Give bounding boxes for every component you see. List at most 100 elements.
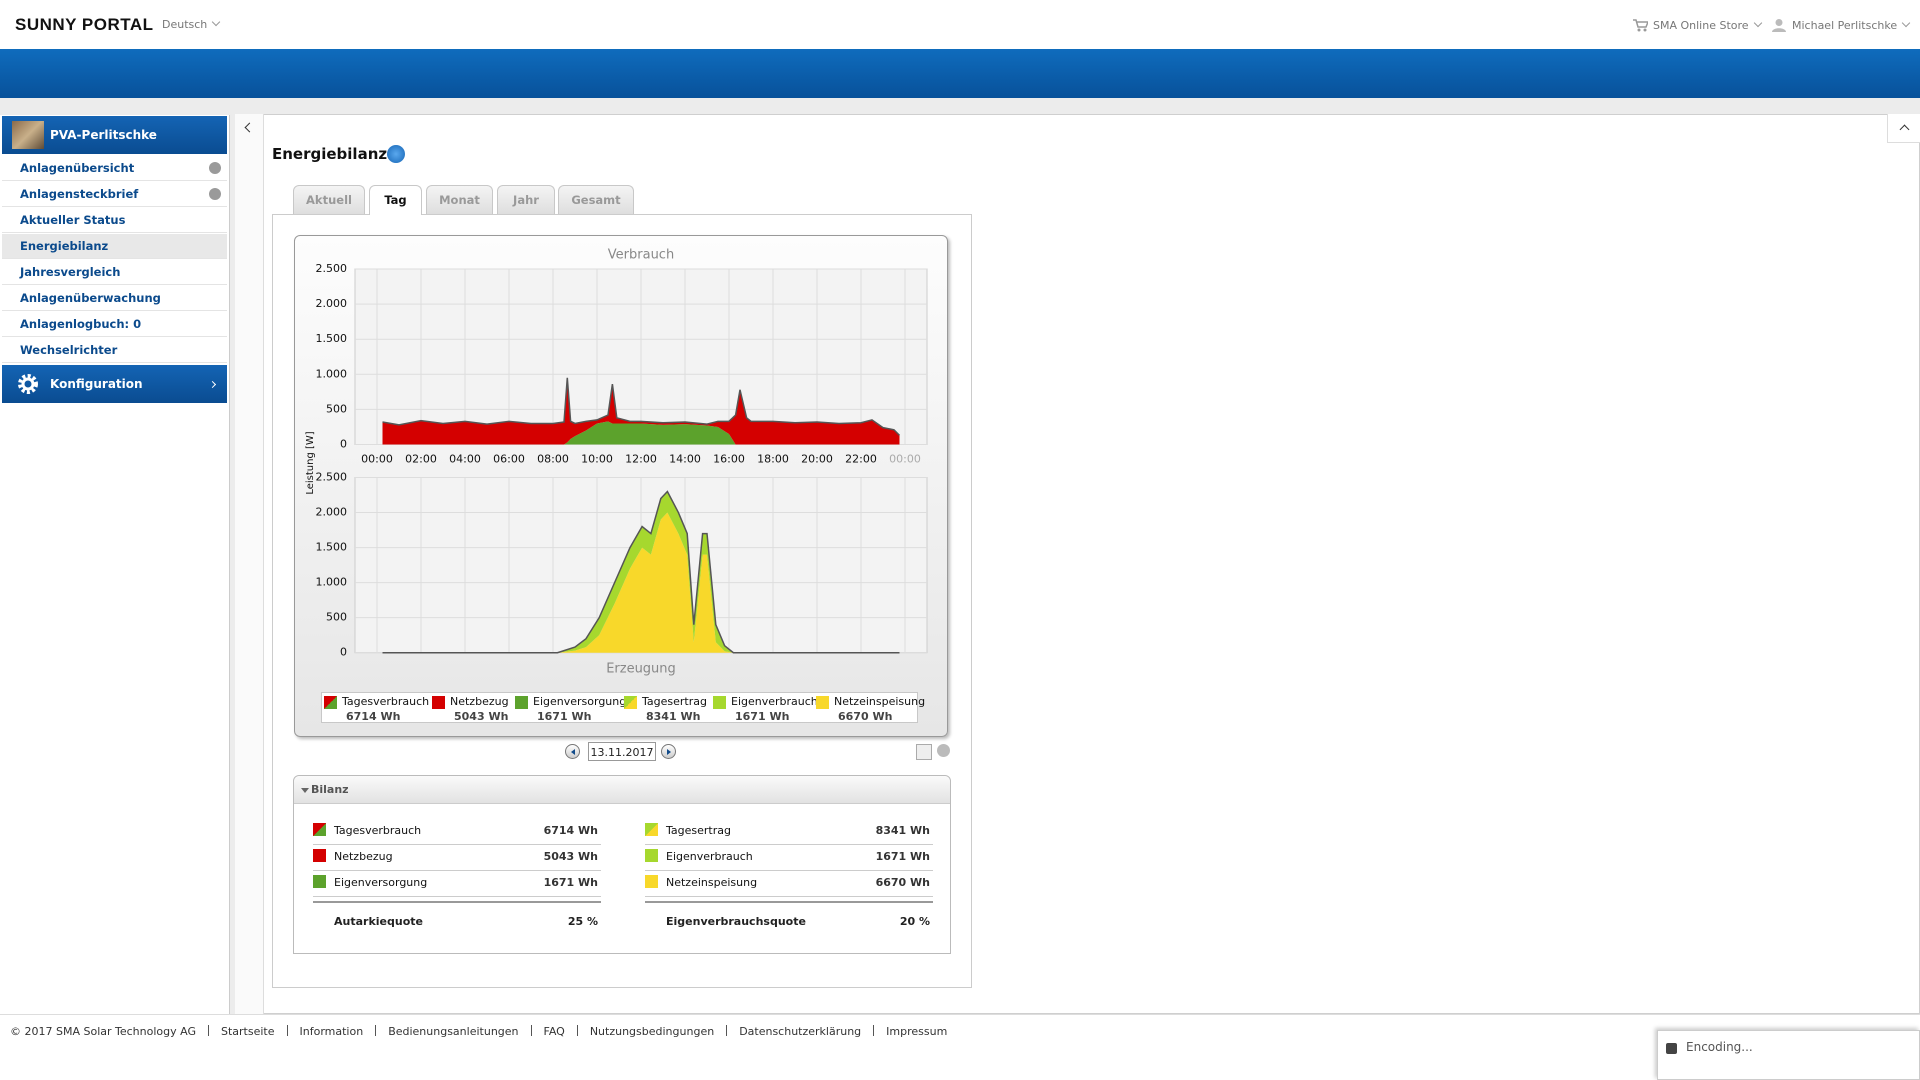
bilanz-label: Eigenversorgung	[334, 876, 428, 889]
bilanz-value: 25 %	[567, 915, 598, 928]
bilanz-value: 8341 Wh	[875, 824, 930, 837]
settings-icon[interactable]	[937, 744, 950, 757]
footer-link[interactable]: Information	[299, 1025, 364, 1038]
tab[interactable]: Aktuell	[293, 185, 365, 214]
legend-swatch	[324, 696, 337, 709]
bilanz-quote-row: Autarkiequote 25 %	[313, 901, 601, 929]
legend-total: 8341 Wh	[646, 710, 701, 723]
date-input[interactable]: 13.11.2017	[588, 742, 656, 761]
store-link[interactable]: SMA Online Store	[1632, 18, 1762, 32]
status-text: Encoding...	[1686, 1040, 1753, 1054]
legend-label: Eigenverbrauch	[731, 695, 818, 708]
status-icon	[1666, 1043, 1677, 1054]
scroll-top-button[interactable]	[1887, 114, 1920, 143]
language: Deutsch	[162, 18, 208, 31]
user-icon	[1772, 19, 1786, 32]
arrow	[667, 749, 671, 755]
separator	[530, 1025, 532, 1036]
legend-swatch	[645, 875, 658, 888]
logo[interactable]: SUNNY PORTAL	[15, 15, 154, 34]
menu-item[interactable]: Energiebilanz	[2, 234, 227, 259]
config-label: Konfiguration	[50, 377, 143, 391]
chart-legend: Tagesverbrauch 6714 Wh Netzbezug 5043 Wh Eig…	[321, 692, 925, 723]
separator	[576, 1025, 578, 1036]
config-button[interactable]: Konfiguration	[2, 365, 227, 403]
user-menu[interactable]: Michael Perlitschke	[1772, 18, 1911, 32]
bilanz-value: 20 %	[899, 915, 930, 928]
chevron	[1899, 124, 1910, 135]
bilanz-label: Tagesertrag	[666, 824, 731, 837]
separator	[286, 1025, 288, 1036]
legend-label: Eigenversorgung	[533, 695, 627, 708]
bilanz-label: Tagesverbrauch	[334, 824, 422, 837]
plant-name: PVA-Perlitschke	[50, 128, 157, 142]
collapse-button[interactable]	[235, 114, 264, 1014]
store: SMA Online Store	[1653, 19, 1749, 32]
footer-link[interactable]: Startseite	[220, 1025, 275, 1038]
footer-link[interactable]: Bedienungsanleitungen	[388, 1025, 519, 1038]
legend-swatch	[515, 696, 528, 709]
bilanz-header[interactable]	[294, 776, 950, 804]
menu-item[interactable]: Anlagenlogbuch: 0	[2, 312, 227, 337]
legend-total: 1671 Wh	[735, 710, 790, 723]
legend-swatch	[624, 696, 637, 709]
menu-item[interactable]: Anlagensteckbrief	[2, 182, 227, 207]
legend-swatch	[645, 823, 658, 836]
footer-link[interactable]: Datenschutzerklärung	[739, 1025, 862, 1038]
legend-swatch	[816, 696, 829, 709]
legend-label: Netzeinspeisung	[834, 695, 926, 708]
legend-total: 1671 Wh	[537, 710, 592, 723]
tab[interactable]: Gesamt	[558, 185, 634, 214]
menu-item[interactable]: Wechselrichter	[2, 338, 227, 363]
tab[interactable]: Tag	[369, 185, 422, 215]
menu-item[interactable]: Anlagenübersicht	[2, 156, 227, 181]
legend-swatch	[313, 875, 326, 888]
top-bar	[0, 0, 1920, 49]
tab[interactable]: Jahr	[497, 185, 555, 214]
bilanz-value: 1671 Wh	[875, 850, 930, 863]
legend-swatch	[713, 696, 726, 709]
footer	[0, 1014, 1920, 1080]
legend-swatch	[313, 823, 326, 836]
page-title: Energiebilanz	[272, 145, 388, 163]
legend-label: Netzbezug	[450, 695, 509, 708]
prev-day-button[interactable]	[565, 744, 580, 759]
bilanz-row: Netzeinspeisung 6670 Wh	[645, 870, 933, 897]
menu-item[interactable]: Jahresvergleich	[2, 260, 227, 285]
bilanz-row: Netzbezug 5043 Wh	[313, 844, 601, 871]
bilanz-value: 1671 Wh	[543, 876, 598, 889]
next-day-button[interactable]	[661, 744, 676, 759]
bilanz-value: 5043 Wh	[543, 850, 598, 863]
bilanz-label: Autarkiequote	[334, 915, 423, 928]
legend-label: Tagesertrag	[642, 695, 707, 708]
bilanz-row: Tagesverbrauch 6714 Wh	[313, 818, 601, 845]
user: Michael Perlitschke	[1792, 19, 1898, 32]
legend-total: 6670 Wh	[838, 710, 893, 723]
legend-swatch	[432, 696, 445, 709]
legend-swatch	[313, 849, 326, 862]
bilanz-panel	[293, 775, 951, 954]
footer-link[interactable]: FAQ	[543, 1025, 565, 1038]
plant-image	[12, 121, 44, 149]
footer-link[interactable]: Nutzungsbedingungen	[589, 1025, 715, 1038]
export-icon[interactable]	[916, 744, 932, 760]
footer-link[interactable]: Impressum	[886, 1025, 948, 1038]
bilanz-label: Netzbezug	[334, 850, 393, 863]
bilanz-label: Eigenverbrauchsquote	[666, 915, 806, 928]
footer-link: © 2017 SMA Solar Technology AG	[10, 1025, 196, 1038]
globe-icon	[209, 162, 221, 174]
menu-item[interactable]: Aktueller Status	[2, 208, 227, 233]
chevron	[244, 122, 255, 133]
legend-label: Tagesverbrauch	[342, 695, 430, 708]
bilanz-label: Eigenverbrauch	[666, 850, 753, 863]
plant-header[interactable]: PVA-Perlitschke	[2, 116, 227, 154]
header-band	[0, 49, 1920, 98]
status-popup	[1657, 1030, 1920, 1080]
legend-swatch	[645, 849, 658, 862]
language-select[interactable]: Deutsch	[162, 17, 221, 31]
menu-item[interactable]: Anlagenüberwachung	[2, 286, 227, 311]
help-icon[interactable]	[387, 145, 405, 163]
tab[interactable]: Monat	[426, 185, 493, 214]
